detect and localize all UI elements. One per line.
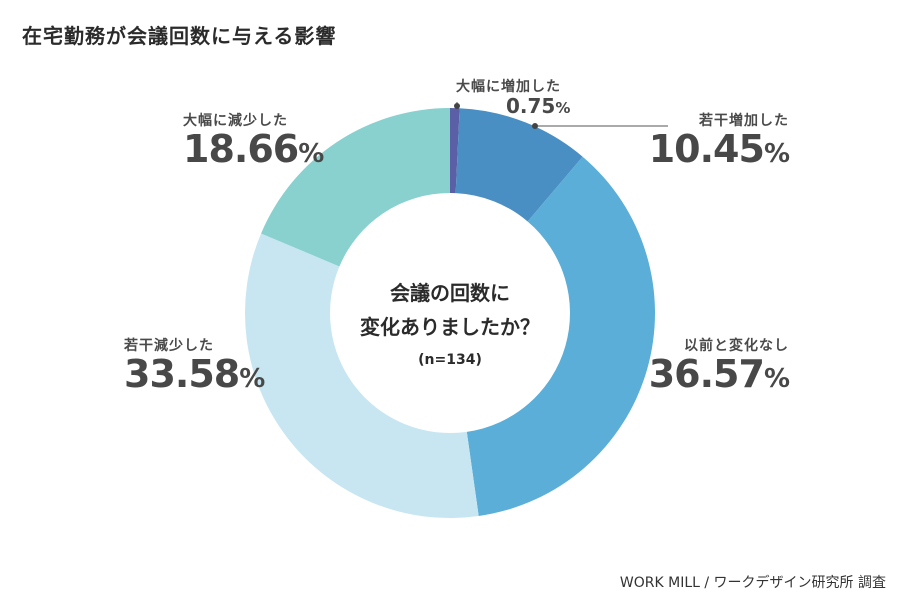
- center-question-line2: 変化ありましたか？: [360, 315, 540, 339]
- leader-dot-slightly-increased: [532, 123, 538, 129]
- slice-greatly-increased: [450, 108, 460, 194]
- chart-title: 在宅勤務が会議回数に与える影響: [22, 24, 337, 48]
- label-greatly-decreased: 大幅に減少した 18.66%: [183, 110, 324, 171]
- label-value: 18.66%: [183, 127, 324, 171]
- label-category: 若干減少した: [124, 338, 214, 354]
- label-value: 10.45%: [648, 127, 790, 171]
- center-question: 会議の回数に 変化ありましたか？: [330, 276, 570, 344]
- source-credit: WORK MILL / ワークデザイン研究所 調査: [619, 575, 886, 591]
- label-category: 大幅に減少した: [183, 113, 288, 129]
- donut-slices: [245, 108, 655, 518]
- label-value: 0.75%: [506, 94, 571, 118]
- slice-greatly-decreased: [261, 108, 450, 267]
- label-unchanged: 以前と変化なし 36.57%: [648, 335, 790, 396]
- slice-slightly-decreased: [245, 233, 479, 518]
- label-value: 36.57%: [648, 352, 790, 396]
- center-question-line1: 会議の回数に: [390, 281, 510, 305]
- label-category: 若干増加した: [699, 113, 789, 129]
- slice-unchanged: [466, 156, 655, 516]
- label-category: 大幅に増加した: [456, 79, 561, 95]
- label-slightly-increased: 若干増加した 10.45%: [648, 110, 790, 171]
- label-value: 33.58%: [124, 352, 265, 396]
- label-category: 以前と変化なし: [684, 338, 789, 354]
- sample-size: (n=134): [418, 352, 482, 368]
- label-greatly-increased: 大幅に増加した 0.75%: [456, 76, 570, 116]
- leader-dot-greatly-increased: [454, 103, 460, 109]
- label-slightly-decreased: 若干減少した 33.58%: [124, 335, 265, 396]
- slice-slightly-increased: [455, 108, 583, 222]
